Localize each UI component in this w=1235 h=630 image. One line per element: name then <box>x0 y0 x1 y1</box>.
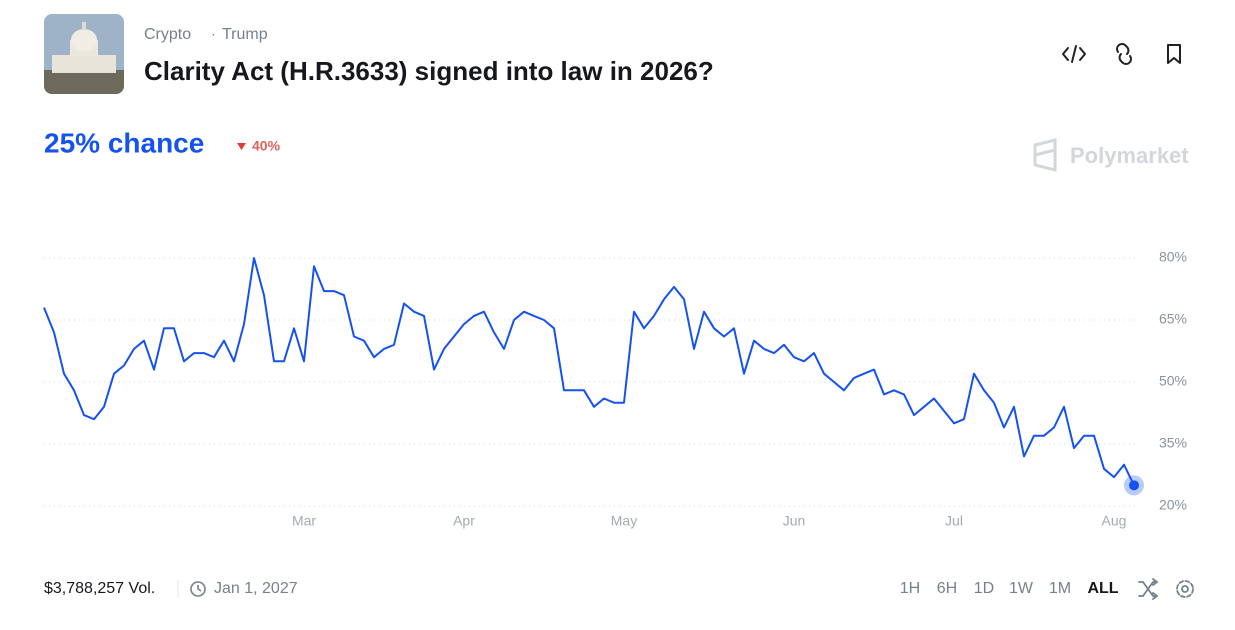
range-selector: 1H 6H 1D 1W 1M ALL <box>900 580 1119 597</box>
volume: $3,788,257 Vol. <box>44 580 155 597</box>
shuffle-button[interactable] <box>1138 578 1159 600</box>
x-tick-label: May <box>611 513 637 529</box>
range-button[interactable]: ALL <box>1087 580 1118 597</box>
y-tick-label: 20% <box>1159 497 1187 513</box>
bookmark-button[interactable] <box>1167 44 1181 64</box>
range-button[interactable]: 6H <box>937 580 957 597</box>
breadcrumb[interactable]: Crypto <box>144 26 191 43</box>
price-line <box>43 257 1135 486</box>
chart: 20% 35% 50% 65% 80% Mar Apr May Jun Jul Aug <box>43 249 1187 529</box>
y-tick-label: 80% <box>1159 249 1187 265</box>
x-tick-label: Jun <box>783 513 806 529</box>
brand-logo <box>1033 138 1057 172</box>
x-tick-label: Mar <box>292 513 316 529</box>
range-button[interactable]: 1W <box>1009 580 1034 597</box>
y-tick-label: 65% <box>1159 311 1187 327</box>
range-button[interactable]: 1H <box>900 580 920 597</box>
chance-change: 40% <box>252 138 281 154</box>
settings-button[interactable] <box>1176 580 1194 598</box>
y-tick-label: 50% <box>1159 373 1187 389</box>
y-tick-label: 35% <box>1159 435 1187 451</box>
market-image <box>44 14 124 94</box>
x-tick-label: Aug <box>1102 513 1127 529</box>
range-button[interactable]: 1M <box>1049 580 1071 597</box>
down-arrow <box>237 143 246 150</box>
range-button[interactable]: 1D <box>974 580 994 597</box>
chance: 25% chance <box>44 127 204 158</box>
brand: Polymarket <box>1070 143 1189 168</box>
current-point <box>1129 480 1139 491</box>
copy-link-button[interactable] <box>1116 43 1132 65</box>
embed-button[interactable] <box>1062 45 1086 63</box>
market-title: Clarity Act (H.R.3633) signed into law i… <box>144 56 714 86</box>
x-tick-label: Apr <box>453 513 475 529</box>
clock-icon <box>190 581 206 597</box>
end-date: Jan 1, 2027 <box>214 580 298 597</box>
x-tick-label: Jul <box>945 513 963 529</box>
separator: · <box>211 26 216 42</box>
breadcrumb[interactable]: Trump <box>222 26 268 43</box>
